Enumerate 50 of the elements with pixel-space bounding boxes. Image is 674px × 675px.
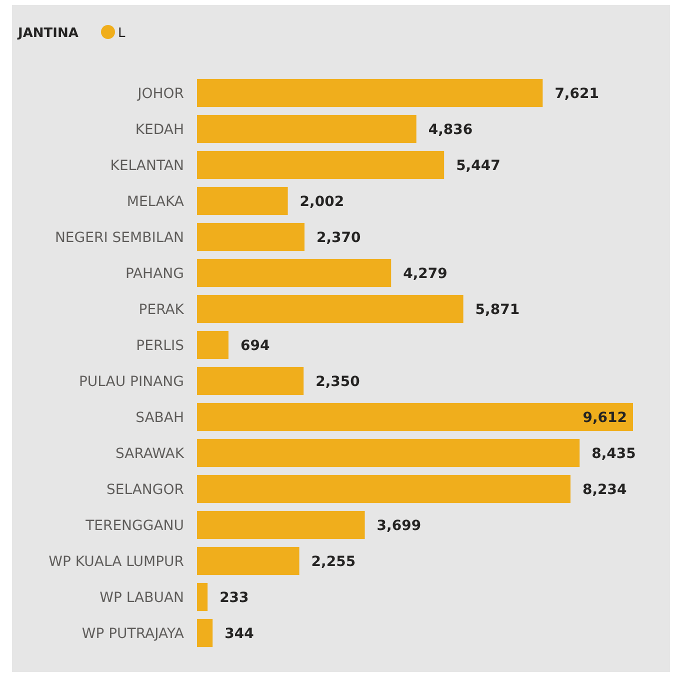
y-tick-label: TERENGGANU [84,518,184,534]
bar [197,222,305,252]
bar [197,114,416,144]
data-label: 2,350 [316,374,360,390]
data-label: 2,370 [316,230,362,246]
y-tick-label: KEDAH [135,122,184,138]
data-label: 233 [220,590,249,606]
bar [197,186,288,216]
bar [197,330,228,360]
y-tick-label: PULAU PINANG [78,374,184,390]
legend-label: L [118,26,126,41]
bar [197,582,208,612]
data-label: 3,699 [376,518,422,534]
data-label: 4,279 [403,266,448,282]
y-tick-label: WP PUTRAJAYA [82,626,184,642]
bar [197,258,392,288]
data-label: 2,002 [300,194,344,210]
data-label: 9,612 [582,410,627,426]
y-tick-label: WP LABUAN [100,590,184,606]
y-tick-label: SARAWAK [115,446,185,462]
y-tick-label: PAHANG [125,266,184,282]
data-label: 5,871 [475,302,520,318]
bar [197,510,365,540]
data-label: 2,255 [311,554,356,570]
bar [197,474,570,504]
bar [197,366,304,396]
bar [197,150,444,180]
data-label: 5,447 [456,158,500,174]
bar [197,294,464,324]
bar [197,546,300,576]
y-tick-label: JOHOR [136,86,184,102]
y-tick-label: PERLIS [136,338,184,354]
data-label: 8,435 [592,446,636,462]
y-tick-label: KELANTAN [110,158,184,174]
legend-title: JANTINA [17,26,78,41]
data-label: 8,234 [582,482,628,498]
y-tick-label: MELAKA [126,194,184,210]
y-tick-label: SABAH [136,410,184,426]
data-label: 7,621 [554,86,599,102]
data-label: 694 [240,338,270,354]
y-tick-label: SELANGOR [106,482,184,498]
bar [197,78,543,108]
data-label: 4,836 [428,122,473,138]
data-label: 344 [224,626,254,642]
bar [197,402,633,432]
y-tick-label: NEGERI SEMBILAN [54,230,184,246]
y-tick-label: PERAK [138,302,185,318]
bar [197,438,580,468]
bar [197,618,213,648]
y-tick-label: WP KUALA LUMPUR [48,554,184,570]
